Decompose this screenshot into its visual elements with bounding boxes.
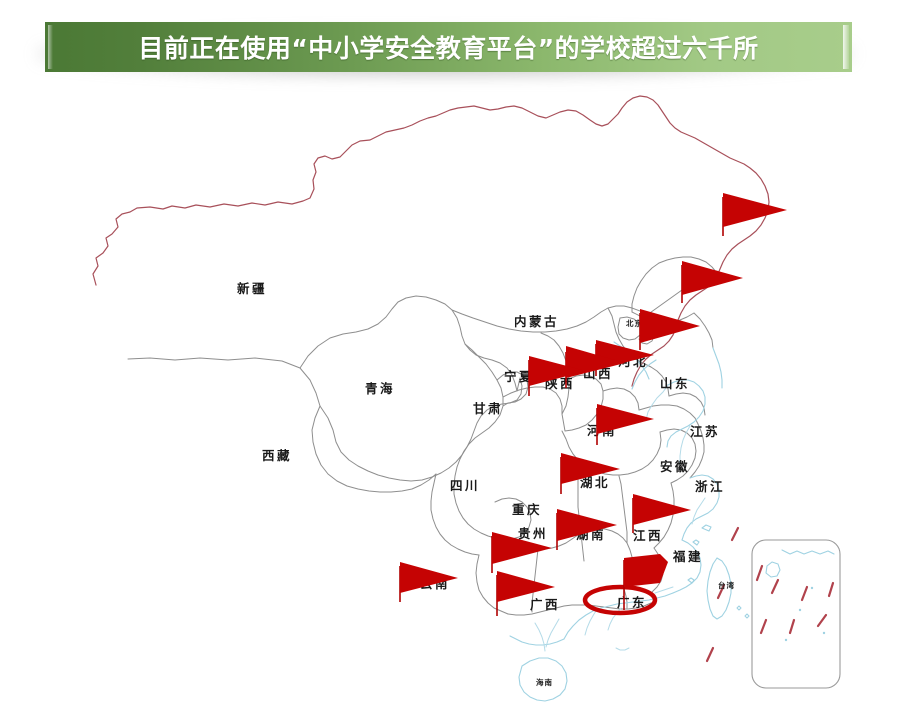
china-map: 新疆 西藏 青海 甘肃 宁夏 内蒙古 陕西 山西 河北 北京 天津 山东 河南 … <box>0 88 898 709</box>
south-china-sea-inset <box>705 526 841 689</box>
flag-marker-liaoning[interactable] <box>639 309 700 350</box>
province-label-gansu: 甘肃 <box>473 401 503 416</box>
province-label-jiangsu: 江苏 <box>690 424 720 439</box>
province-label-sichuan: 四川 <box>450 478 480 493</box>
province-label-hainan: 海南 <box>536 677 553 687</box>
flag-marker-guangxi[interactable] <box>496 571 555 616</box>
china-map-svg: 新疆 西藏 青海 甘肃 宁夏 内蒙古 陕西 山西 河北 北京 天津 山东 河南 … <box>92 95 841 702</box>
province-label-hubei: 湖北 <box>580 475 610 490</box>
banner-bar: 目前正在使用“中小学安全教育平台”的学校超过六千所 <box>45 22 852 72</box>
national-border <box>92 95 770 387</box>
province-label-beijing: 北京 <box>626 318 643 328</box>
flag-marker-henan[interactable] <box>596 404 654 445</box>
province-label-guizhou: 贵州 <box>518 526 548 541</box>
province-label-zhejiang: 浙江 <box>695 479 725 494</box>
flag-marker-guizhou[interactable] <box>491 532 552 573</box>
province-label-shandong: 山东 <box>660 376 690 391</box>
province-label-group: 新疆 西藏 青海 甘肃 宁夏 内蒙古 陕西 山西 河北 北京 天津 山东 河南 … <box>237 281 735 687</box>
page-title: 目前正在使用“中小学安全教育平台”的学校超过六千所 <box>138 34 759 63</box>
province-label-anhui: 安徽 <box>660 459 690 474</box>
flag-marker-jilin[interactable] <box>681 261 743 303</box>
province-label-jiangxi: 江西 <box>633 528 663 543</box>
province-label-chongqing: 重庆 <box>512 502 542 517</box>
wave-flag <box>624 554 668 587</box>
flag-marker-hunan[interactable] <box>556 509 617 550</box>
province-label-guangxi: 广西 <box>530 597 560 612</box>
province-label-fujian: 福建 <box>672 549 703 564</box>
title-banner: 目前正在使用“中小学安全教育平台”的学校超过六千所 <box>35 22 855 80</box>
flag-marker-hubei[interactable] <box>560 453 620 494</box>
flag-marker-group[interactable] <box>399 193 787 616</box>
flag-marker-yunnan[interactable] <box>399 562 458 602</box>
flag-marker-jiangxi[interactable] <box>632 494 691 533</box>
flag-marker-shaanxi[interactable] <box>528 356 586 396</box>
highlight-ring <box>582 584 658 616</box>
flag-marker-guangdong-highlight[interactable] <box>582 554 668 616</box>
province-label-xizang: 西藏 <box>262 448 292 463</box>
province-label-neimenggu: 内蒙古 <box>514 314 559 329</box>
province-label-xinjiang: 新疆 <box>237 281 267 296</box>
province-label-taiwan: 台湾 <box>718 580 735 590</box>
province-label-qinghai: 青海 <box>365 381 395 396</box>
province-label-ningxia: 宁夏 <box>504 369 534 384</box>
flag-marker-heilongjiang[interactable] <box>722 193 787 236</box>
